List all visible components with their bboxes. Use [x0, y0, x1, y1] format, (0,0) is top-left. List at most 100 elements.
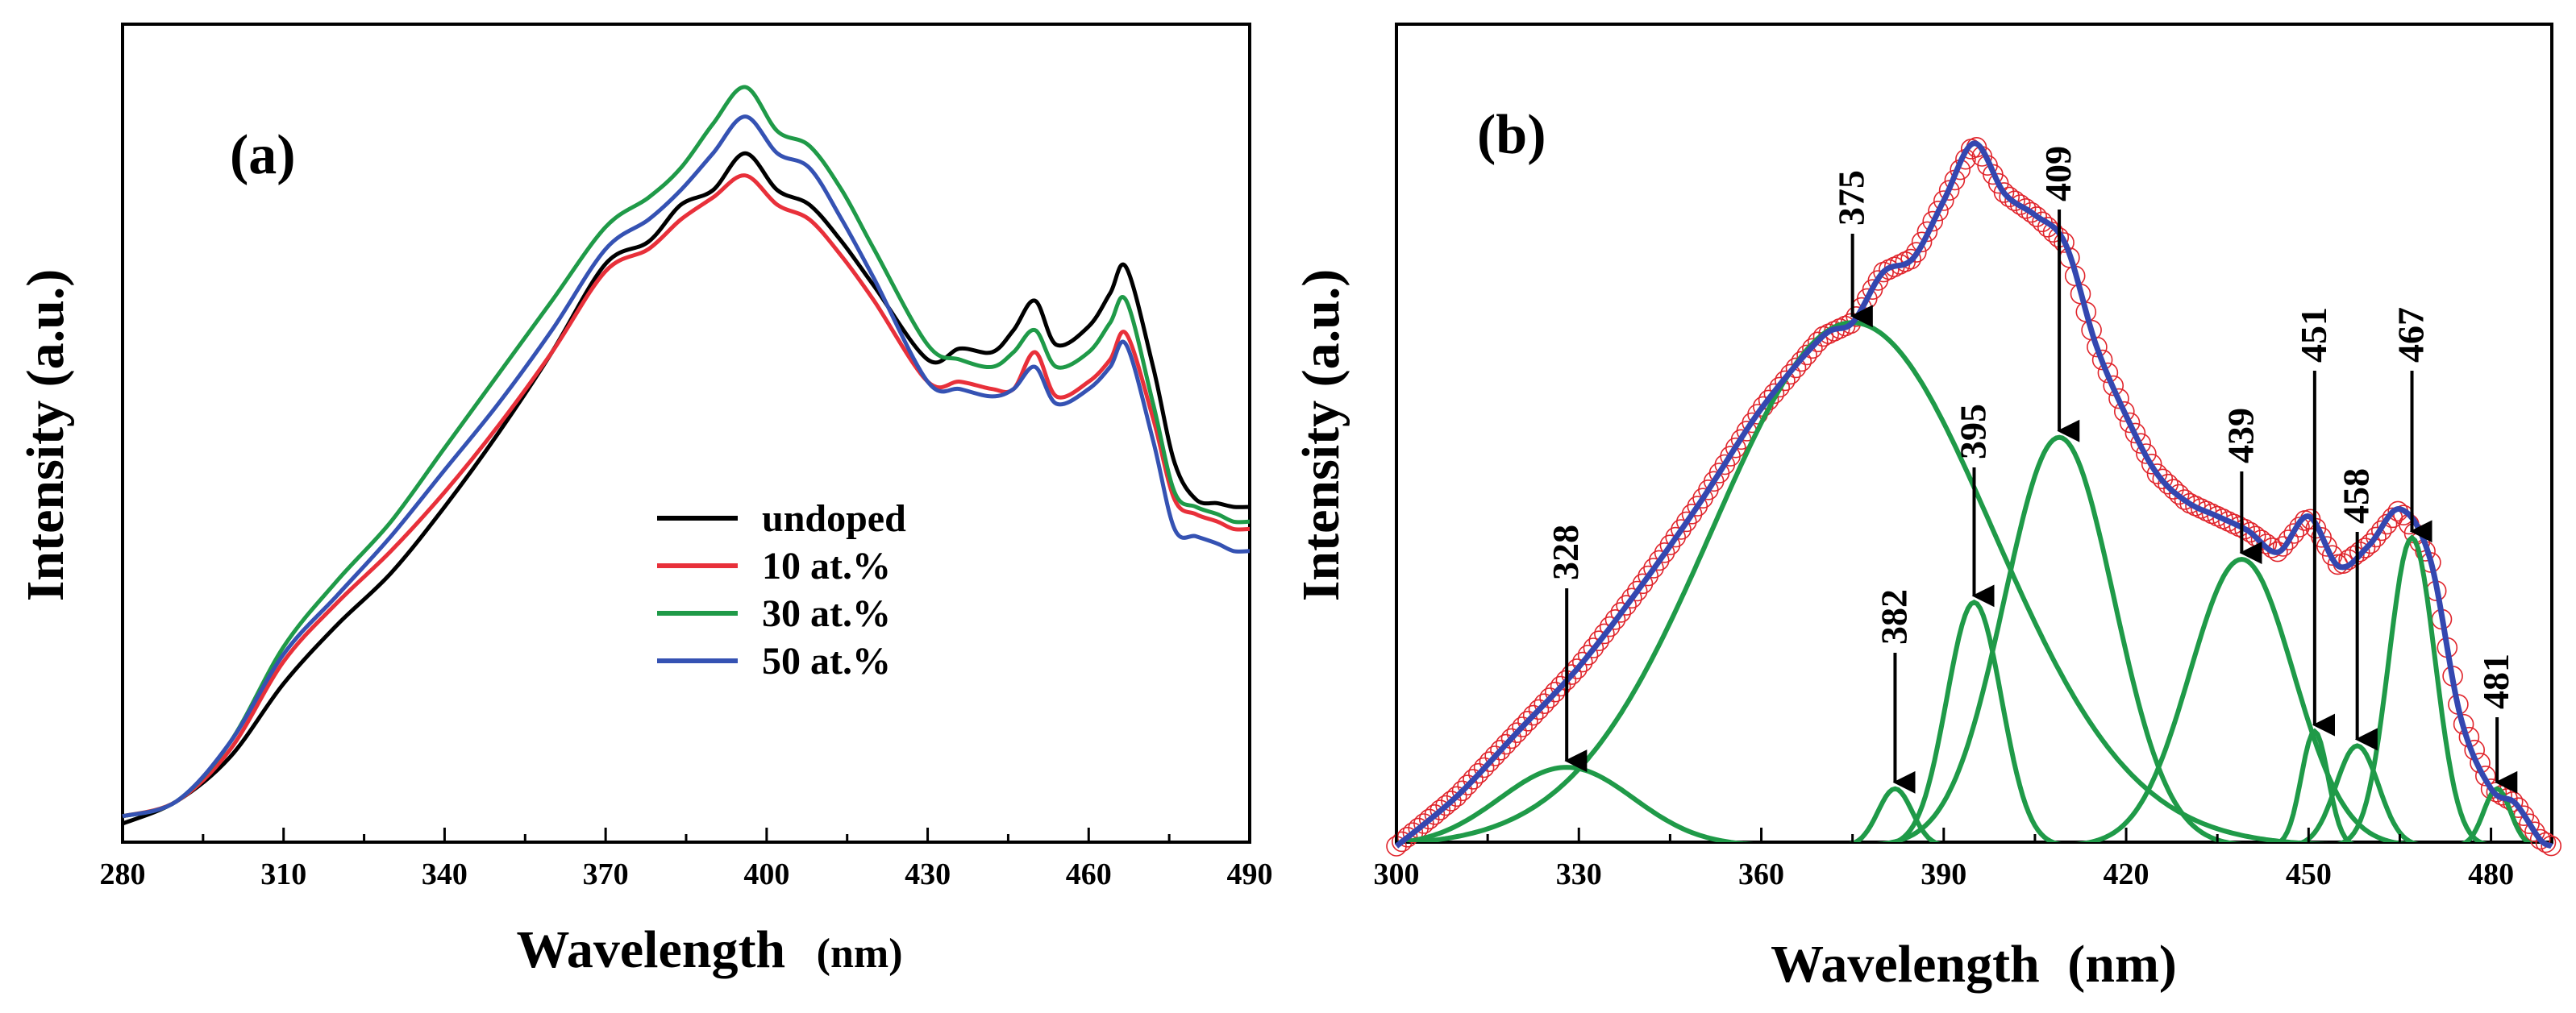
measured-point [2524, 821, 2545, 842]
measured-point [2087, 336, 2108, 358]
measured-point [1539, 687, 1560, 708]
measured-point [1457, 774, 1478, 795]
measured-point [2103, 375, 2124, 396]
series-line-2 [122, 85, 1251, 819]
measured-point [2168, 484, 2190, 505]
measured-point [1916, 221, 1938, 243]
measured-point [1999, 186, 2020, 208]
component-peak-328 [1396, 765, 1754, 842]
measured-point [2158, 473, 2179, 495]
measured-point [2108, 388, 2129, 409]
measured-point [1577, 644, 1599, 666]
x-axis-label-unit-b: (nm) [2067, 935, 2177, 994]
measured-point [2360, 533, 2381, 554]
series-line-1 [122, 173, 1251, 819]
measured-point [1922, 210, 1943, 232]
measured-point [2152, 468, 2174, 490]
peak-label-467: 467 [2391, 307, 2432, 363]
measured-point [2174, 489, 2195, 510]
measured-point [2529, 828, 2551, 850]
measured-point [1933, 190, 1954, 211]
measured-point [2229, 516, 2250, 538]
measured-point [2054, 232, 2075, 253]
peak-label-395: 395 [1953, 404, 1994, 459]
measured-point [1545, 681, 1566, 703]
measured-point [2289, 517, 2310, 538]
measured-point [1654, 542, 1675, 563]
measured-point [2130, 433, 2151, 455]
measured-point [2354, 538, 2376, 558]
measured-point [1775, 370, 1796, 392]
x-axis-label-main-b: Wavelength [1771, 935, 2040, 994]
series-line-0 [122, 151, 1251, 826]
measured-point [1572, 651, 1593, 673]
measured-point [1938, 180, 1960, 201]
measured-point [1446, 786, 1467, 807]
x-axis-label-b: Wavelength (nm) [1771, 935, 2177, 994]
measured-point [2119, 412, 2141, 434]
series-group-a [122, 85, 1251, 826]
measured-point [2124, 422, 2146, 444]
x-tick-label: 310 [260, 857, 306, 891]
measured-point [1484, 745, 1505, 766]
measured-point [1802, 338, 1823, 359]
measured-point [1512, 716, 1533, 737]
x-tick-label: 300 [1374, 857, 1420, 891]
measured-point [1638, 565, 1658, 587]
panel-b: 328 375 382 395 409 439 451 458 467 481 300 330 360… [1292, 23, 2561, 994]
peak-label-451: 451 [2293, 307, 2334, 363]
measured-point [1506, 722, 1528, 744]
peak-label-382: 382 [1874, 589, 1915, 645]
measured-point [1517, 710, 1538, 732]
measured-point [1463, 769, 1484, 790]
x-tick-label: 430 [905, 857, 951, 891]
measured-point [2272, 536, 2294, 557]
x-tick-label: 490 [1227, 857, 1273, 891]
x-tick-label: 450 [2286, 857, 2332, 891]
measured-point [2278, 529, 2299, 550]
measured-point [2366, 526, 2387, 548]
measured-point [1500, 728, 1522, 749]
measured-point [2004, 190, 2025, 211]
measured-point [1561, 664, 1582, 685]
measured-point [1496, 733, 1517, 755]
measured-point [1621, 587, 1642, 609]
x-tick-label: 280 [100, 857, 146, 891]
measured-point [2026, 206, 2047, 227]
measured-point [2163, 479, 2184, 500]
measured-point [1626, 580, 1648, 602]
measured-point [1588, 630, 1609, 652]
x-axis-label-main-a: Wavelength [516, 920, 785, 979]
measured-point [1643, 558, 1664, 579]
measured-point [1900, 248, 1921, 270]
measured-point [2371, 520, 2392, 542]
measured-point [1534, 693, 1555, 715]
measured-point [1594, 623, 1615, 645]
measured-point [2223, 513, 2245, 535]
legend-a: undoped 10 at.% 30 at.% 50 at.% [657, 497, 906, 683]
measured-point [1928, 200, 1949, 222]
measured-point [2015, 197, 2037, 219]
x-tick-label: 400 [743, 857, 789, 891]
measured-point [2114, 401, 2135, 422]
x-tick-label: 330 [1556, 857, 1602, 891]
measured-point [1911, 231, 1933, 253]
measured-point [2032, 211, 2053, 233]
x-axis-label-unit-a: (nm) [817, 931, 903, 977]
measured-point [2010, 194, 2031, 215]
measured-point [2283, 523, 2304, 544]
legend-label-1: 10 at.% [762, 545, 891, 587]
measured-point [1671, 519, 1692, 540]
measured-point [1785, 357, 1807, 379]
component-peak-409 [1876, 434, 2242, 842]
measured-point [1604, 608, 1626, 630]
measured-point [1659, 534, 1681, 556]
measured-point [1479, 751, 1500, 773]
x-tick-label: 360 [1738, 857, 1784, 891]
measured-point [1649, 550, 1670, 571]
measured-point [1451, 780, 1473, 802]
x-tick-label: 340 [422, 857, 468, 891]
legend-label-3: 50 at.% [762, 640, 891, 683]
plot-frame-b [1395, 23, 2553, 844]
